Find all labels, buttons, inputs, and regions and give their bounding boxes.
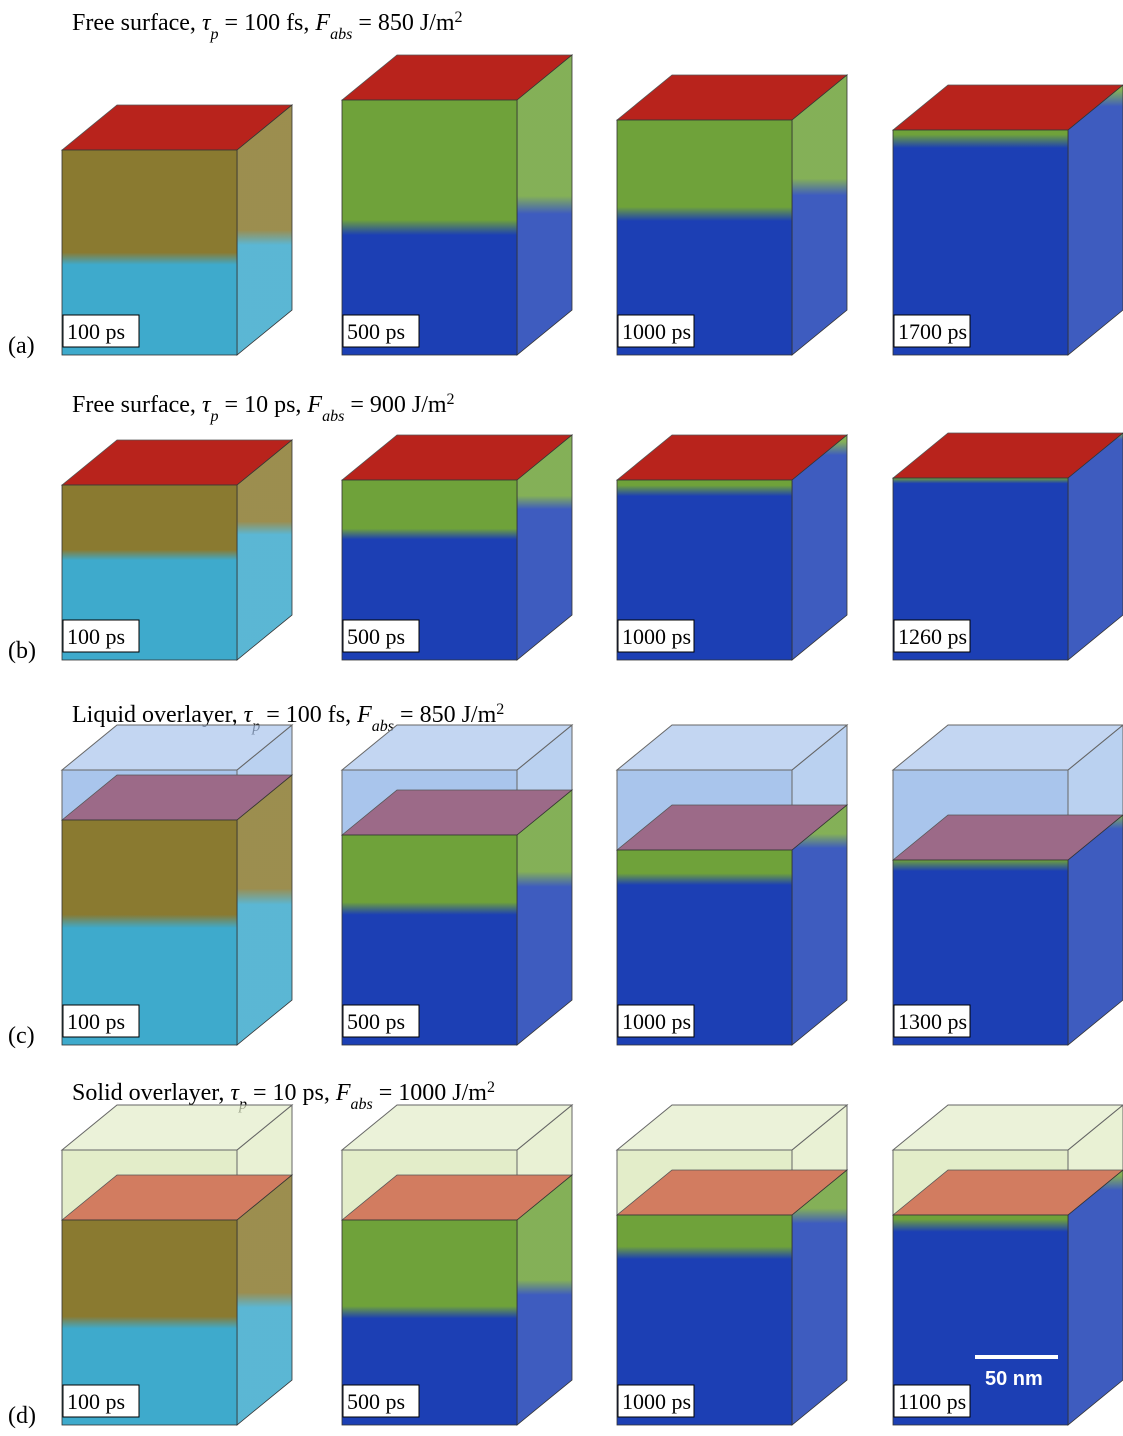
simulation-panel: 500 ps: [342, 725, 572, 1045]
simulation-panel: 100 ps: [62, 440, 292, 660]
title-part: Free surface,: [72, 392, 202, 418]
time-label: 100 ps: [67, 319, 125, 344]
title-part: F: [314, 10, 330, 36]
title-part: = 900 J/m: [344, 392, 447, 418]
row-title: Free surface, τp = 100 fs, Fabs = 850 J/…: [72, 9, 463, 43]
title-part: abs: [350, 1096, 372, 1113]
title-part: = 1000 J/m: [373, 1080, 488, 1106]
time-label: 1100 ps: [898, 1389, 966, 1414]
time-label: 500 ps: [347, 624, 405, 649]
time-label: 500 ps: [347, 1389, 405, 1414]
title-part: F: [356, 702, 372, 728]
side-face: [792, 75, 847, 355]
title-part: = 850 J/m: [352, 10, 455, 36]
title-part: = 850 J/m: [394, 702, 497, 728]
title-part: abs: [330, 26, 352, 43]
title-part: 2: [455, 9, 463, 26]
title-part: F: [306, 392, 322, 418]
row-label: (d): [8, 1403, 36, 1429]
simulation-panel: 1300 ps: [893, 725, 1123, 1045]
simulation-panel: 1000 ps: [617, 435, 847, 660]
side-face: [792, 1170, 847, 1425]
time-label: 500 ps: [347, 1009, 405, 1034]
time-label: 1260 ps: [898, 624, 967, 649]
title-part: abs: [322, 408, 344, 425]
title-part: = 100 fs,: [219, 10, 316, 36]
time-label: 1000 ps: [622, 1009, 691, 1034]
time-label: 1700 ps: [898, 319, 967, 344]
time-label: 100 ps: [67, 1389, 125, 1414]
title-part: = 10 ps,: [219, 392, 308, 418]
simulation-panel: 500 ps: [342, 55, 572, 355]
title-part: 2: [496, 701, 504, 718]
row-label: (a): [8, 333, 35, 359]
simulation-panel: 1260 ps: [893, 433, 1123, 660]
time-label: 1300 ps: [898, 1009, 967, 1034]
scale-bar-label: 50 nm: [985, 1368, 1043, 1390]
simulation-panel: 100 ps: [62, 725, 292, 1045]
side-face: [237, 775, 292, 1045]
side-face: [517, 790, 572, 1045]
title-part: Solid overlayer,: [72, 1080, 230, 1106]
simulation-panel: 1000 ps: [617, 75, 847, 355]
title-part: Liquid overlayer,: [72, 702, 244, 728]
title-part: p: [210, 408, 219, 425]
title-part: = 10 ps,: [247, 1080, 336, 1106]
row-title: Free surface, τp = 10 ps, Fabs = 900 J/m…: [72, 391, 455, 425]
side-face: [1068, 85, 1123, 355]
title-part: 2: [447, 391, 455, 408]
time-label: 100 ps: [67, 624, 125, 649]
simulation-panel: 100 ps: [62, 105, 292, 355]
side-face: [517, 55, 572, 355]
row-label: (b): [8, 638, 36, 664]
simulation-panel: 100 ps: [62, 1105, 292, 1425]
simulation-panel: 1000 ps: [617, 1105, 847, 1425]
title-part: p: [210, 26, 219, 43]
time-label: 1000 ps: [622, 1389, 691, 1414]
figure: Free surface, τp = 100 fs, Fabs = 850 J/…: [0, 0, 1123, 1436]
title-part: F: [335, 1080, 351, 1106]
time-label: 500 ps: [347, 319, 405, 344]
title-part: Free surface,: [72, 10, 202, 36]
time-label: 1000 ps: [622, 624, 691, 649]
simulation-panel: 1700 ps: [893, 85, 1123, 355]
side-face: [1068, 1170, 1123, 1425]
time-label: 100 ps: [67, 1009, 125, 1034]
simulation-panel: 500 ps: [342, 435, 572, 660]
title-part: 2: [487, 1079, 495, 1096]
time-label: 1000 ps: [622, 319, 691, 344]
title-part: = 100 fs,: [260, 702, 357, 728]
simulation-panel: 500 ps: [342, 1105, 572, 1425]
simulation-panel: 1000 ps: [617, 725, 847, 1045]
row-label: (c): [8, 1023, 35, 1049]
